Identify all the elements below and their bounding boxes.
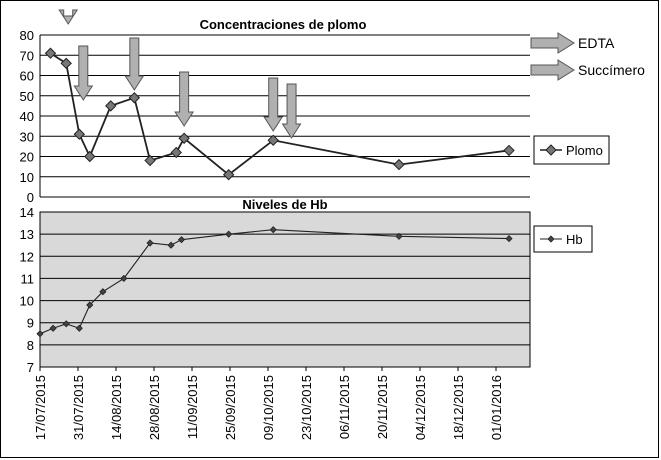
hb-y-tick-labels: 7 8 9 10 11 12 13 14 [20, 205, 34, 375]
hb-y-tick: 10 [20, 294, 34, 309]
lead-point [105, 100, 117, 112]
hb-chart-title: Niveles de Hb [242, 197, 327, 212]
x-tick-label: 17/07/2015 [33, 375, 48, 440]
hb-point [269, 226, 277, 234]
x-tick-label: 20/11/2015 [375, 375, 390, 439]
hb-y-tick: 7 [27, 360, 34, 375]
hb-point [86, 301, 94, 309]
lead-series [44, 47, 515, 181]
x-tick-label: 11/09/2015 [185, 375, 200, 439]
lead-legend-label: Plomo [566, 143, 603, 158]
lead-point [144, 154, 156, 167]
treatment-annotations: EDTA Succímero [530, 32, 645, 81]
lead-chart-title: Concentraciones de plomo [200, 17, 367, 32]
treatment-arrow [263, 77, 284, 132]
hb-point [75, 324, 83, 332]
hb-y-tick: 13 [20, 227, 34, 242]
treatment-arrow [124, 37, 145, 91]
hb-point [505, 235, 513, 243]
hb-point [120, 274, 128, 282]
lead-point [503, 144, 515, 157]
x-tick-label: 01/01/2016 [489, 375, 504, 440]
x-tick-label: 06/11/2015 [337, 375, 352, 439]
lead-y-tick: 10 [20, 170, 34, 185]
hb-gridlines [40, 211, 530, 368]
x-tick-label: 14/08/2015 [109, 375, 124, 440]
hb-y-tick: 12 [20, 249, 34, 264]
lead-y-tick: 20 [20, 150, 34, 165]
annotation-label: EDTA [578, 35, 615, 51]
hb-y-tick: 8 [27, 338, 34, 353]
lead-point [60, 57, 72, 70]
lead-y-tick: 30 [20, 129, 34, 144]
lead-legend-marker [545, 144, 557, 156]
hb-point [49, 324, 57, 332]
treatment-arrow [174, 71, 195, 127]
x-tick-label: 04/12/2015 [413, 375, 428, 440]
annotation-arrow [530, 59, 575, 81]
x-tick-label: 28/08/2015 [147, 375, 162, 440]
hb-level-chart: 7 8 9 10 11 12 13 14 Niveles de Hb 17/07/2015 31… [20, 197, 593, 440]
hb-y-tick: 9 [27, 316, 34, 331]
lead-point [222, 169, 235, 181]
lead-legend-box [533, 135, 610, 165]
lead-point [84, 150, 96, 163]
hb-point [99, 288, 107, 296]
annotation-arrow [530, 32, 575, 54]
treatment-arrow [73, 45, 94, 101]
lead-y-tick: 40 [20, 109, 34, 124]
lead-y-tick: 80 [20, 28, 34, 43]
hb-point [36, 330, 44, 338]
hb-point [395, 232, 403, 240]
hb-point [177, 236, 186, 244]
lead-point [393, 158, 405, 171]
annotation-label: Succímero [578, 62, 645, 78]
hb-point [146, 239, 154, 247]
lead-y-tick: 0 [27, 190, 34, 205]
lead-legend: Plomo [533, 135, 610, 165]
hb-y-tick: 11 [21, 271, 35, 286]
lead-y-tick: 50 [20, 89, 34, 104]
treatment-arrow [281, 83, 302, 139]
lead-y-tick: 60 [20, 69, 34, 84]
lead-point [170, 146, 182, 159]
lead-y-tick-labels: 0 10 20 30 40 50 60 70 80 [20, 28, 34, 205]
lead-y-tick: 70 [20, 48, 34, 63]
date-x-tick-labels: 17/07/2015 31/07/2015 14/08/2015 28/08/2015… [33, 367, 504, 440]
lead-point [267, 134, 279, 147]
x-tick-label: 18/12/2015 [451, 375, 466, 440]
x-tick-label: 09/10/2015 [261, 375, 276, 440]
lead-point [73, 128, 86, 140]
hb-legend: Hb [533, 225, 593, 253]
hb-plot-background [39, 211, 531, 368]
treatment-arrows [58, 9, 302, 139]
lead-point [128, 92, 141, 104]
lead-point [178, 132, 190, 144]
hb-legend-marker [547, 235, 555, 243]
lead-point [44, 47, 57, 59]
lead-concentration-chart: 0 10 20 30 40 50 60 70 80 Concentraciones de plo… [20, 9, 645, 205]
hb-point [225, 230, 233, 238]
hb-point [167, 241, 175, 249]
hb-point [62, 320, 70, 328]
x-tick-label: 23/10/2015 [299, 375, 314, 440]
hb-y-tick: 14 [20, 205, 34, 220]
hb-series [36, 226, 513, 338]
x-tick-label: 25/09/2015 [223, 375, 238, 440]
lead-gridlines [39, 34, 530, 198]
hb-legend-label: Hb [566, 232, 583, 247]
treatment-arrow [58, 9, 79, 25]
x-tick-label: 31/07/2015 [71, 375, 86, 440]
